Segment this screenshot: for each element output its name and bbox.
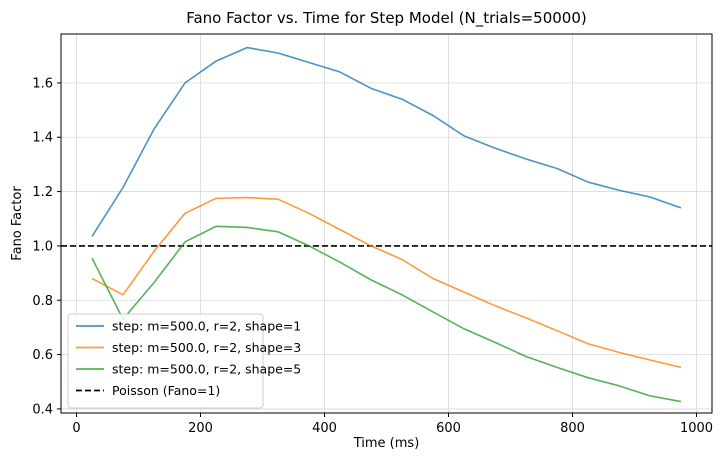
legend-label: step: m=500.0, r=2, shape=1 <box>112 319 301 334</box>
y-tick-label: 0.6 <box>32 348 53 363</box>
y-tick-label: 0.8 <box>32 294 53 309</box>
plot-lines <box>61 46 712 403</box>
plot-frame <box>60 33 713 414</box>
x-tick-label: 600 <box>436 421 461 436</box>
axis-ticks: 0 200 400 600 800 1000 0.4 0.6 0.8 1.0 1.2 1.4 1.6 <box>32 76 713 436</box>
x-axis-label: Time (ms) <box>353 436 420 451</box>
y-tick-label: 1.2 <box>32 185 53 200</box>
legend-label: step: m=500.0, r=2, shape=3 <box>112 340 301 355</box>
y-tick-label: 0.4 <box>32 402 53 417</box>
legend-box <box>67 313 264 409</box>
y-tick-label: 1.4 <box>32 131 53 146</box>
legend: step: m=500.0, r=2, shape=1 step: m=500.0… <box>67 313 301 409</box>
x-tick-label: 800 <box>560 421 585 436</box>
y-tick-label: 1.0 <box>32 239 53 254</box>
legend-label: step: m=500.0, r=2, shape=5 <box>112 362 301 377</box>
y-tick-label: 1.6 <box>32 76 53 91</box>
y-axis-label: Fano Factor <box>10 186 25 261</box>
x-tick-label: 200 <box>188 421 213 436</box>
chart-title: Fano Factor vs. Time for Step Model (N_t… <box>186 9 587 28</box>
series-line-3 <box>91 225 682 403</box>
x-tick-label: 1000 <box>680 421 713 436</box>
series-line-2 <box>91 196 682 369</box>
series-line-1 <box>91 46 682 237</box>
x-tick-label: 400 <box>312 421 337 436</box>
legend-label: Poisson (Fano=1) <box>112 383 220 398</box>
x-tick-label: 0 <box>72 421 80 436</box>
